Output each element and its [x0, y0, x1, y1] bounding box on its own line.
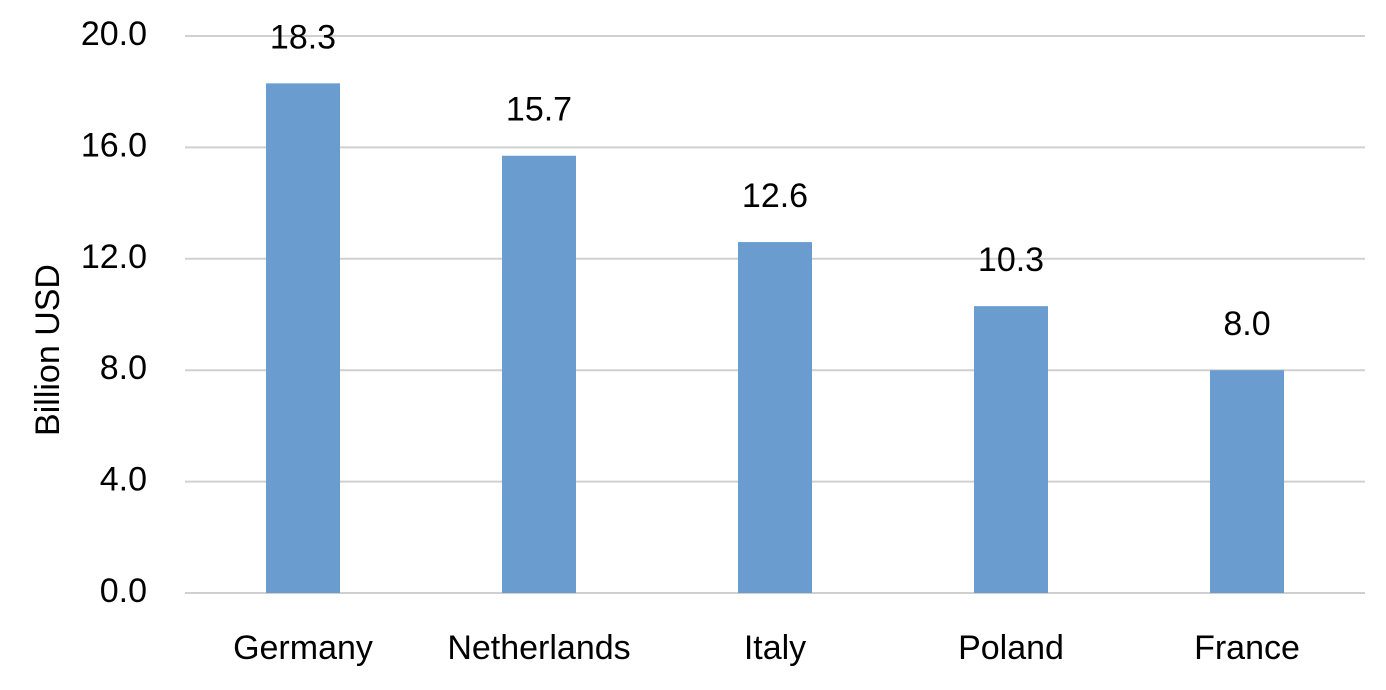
bar — [266, 83, 340, 593]
y-tick-label: 4.0 — [100, 461, 147, 499]
value-label: 15.7 — [506, 91, 572, 129]
y-tick-label: 0.0 — [100, 572, 147, 610]
value-label: 10.3 — [978, 241, 1044, 279]
bar — [1210, 370, 1284, 593]
value-label: 8.0 — [1223, 305, 1270, 343]
value-label: 18.3 — [270, 18, 336, 56]
x-tick-label: Germany — [233, 629, 373, 667]
y-axis-label: Billion USD — [29, 264, 67, 436]
y-tick-label: 8.0 — [100, 349, 147, 387]
x-tick-label: Netherlands — [447, 629, 630, 667]
y-tick-label: 20.0 — [81, 15, 147, 53]
bar — [502, 155, 576, 593]
y-tick-label: 12.0 — [81, 238, 147, 276]
x-tick-label: Poland — [958, 629, 1064, 667]
x-tick-label: Italy — [744, 629, 806, 667]
bar — [974, 306, 1048, 593]
value-label: 12.6 — [742, 177, 808, 215]
x-tick-label: France — [1194, 629, 1300, 667]
y-tick-label: 16.0 — [81, 126, 147, 164]
bar — [738, 242, 812, 593]
